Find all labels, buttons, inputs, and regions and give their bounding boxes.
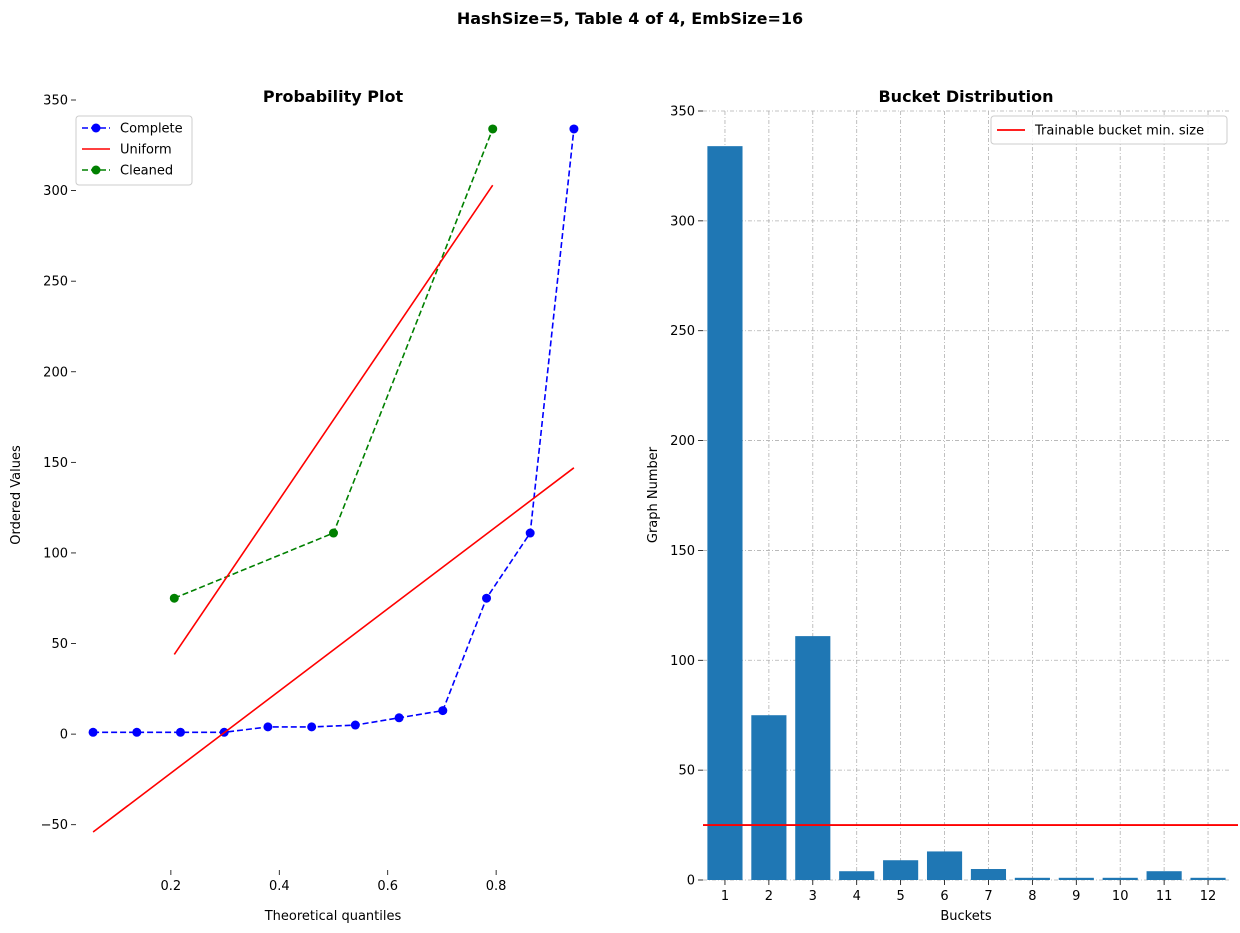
x-tick-label: 1 [721,889,729,904]
probability-plot-series [88,124,579,833]
complete-0-point [394,713,404,723]
cleaned-2-point [488,124,498,134]
x-tick-label: 0.6 [377,879,398,894]
probability-plot-x-axis: 0.2 0.4 0.6 0.8 [161,870,507,894]
y-tick-label: 100 [43,546,68,561]
y-tick-label: 0 [687,874,695,889]
bar-bucket-7 [970,869,1007,880]
x-tick-label: 0.4 [269,879,290,894]
complete-0-point [175,727,185,737]
complete-0-point [350,720,360,730]
bar-bucket-1 [707,146,743,880]
complete-0-point [88,727,98,737]
y-tick-label: 100 [670,654,695,669]
x-tick-label: 6 [940,889,948,904]
bucket-distribution-xlabel: Buckets [940,909,991,924]
legend-frame [75,115,193,186]
y-tick-label: 250 [670,324,695,339]
complete-0-point [263,722,273,732]
bar-bucket-5 [883,860,919,880]
y-tick-label: −50 [41,818,68,833]
bucket-distribution-ylabel: Graph Number [646,446,661,543]
cleaned-2-point [169,593,179,603]
probability-plot-y-axis: −50 0 50 100 150 200 250 300 350 [41,94,76,833]
bar-bucket-10 [1102,877,1138,880]
y-tick-label: 50 [678,764,695,779]
x-tick-label: 12 [1200,889,1217,904]
y-tick-label: 300 [670,214,695,229]
bar-bucket-9 [1058,877,1094,880]
complete-0-point [438,706,448,716]
x-tick-label: 10 [1112,889,1129,904]
y-tick-label: 200 [43,365,68,380]
y-tick-label: 200 [670,434,695,449]
y-tick-label: 150 [43,456,68,471]
complete-0-point [525,528,535,538]
bucket-distribution-plot: Bucket Distribution Buckets Graph Number… [646,87,1238,924]
complete-0-point [482,593,492,603]
bar-bucket-3 [795,636,831,880]
cleaned-2-point [329,528,338,538]
bar-bucket-4 [839,871,875,880]
bucket-distribution-title: Bucket Distribution [878,87,1053,106]
legend-frame [990,115,1228,145]
y-tick-label: 350 [670,105,695,120]
bucket-distribution-y-axis: 0 50 100 150 200 250 300 350 [670,105,703,889]
bar-bucket-2 [751,715,787,880]
bar-bucket-8 [1014,877,1050,880]
x-tick-label: 3 [809,889,817,904]
x-tick-label: 7 [984,889,992,904]
probability-plot-xlabel: Theoretical quantiles [264,909,402,924]
x-tick-label: 8 [1028,889,1036,904]
legend-label-uniform: Uniform [120,143,172,158]
probability-plot-legend: Complete Uniform Cleaned [75,115,193,186]
legend-label-complete: Complete [120,122,183,137]
probability-plot-ylabel: Ordered Values [9,445,24,545]
x-tick-label: 0.2 [161,879,182,894]
probability-plot: Probability Plot Theoretical quantiles O… [9,87,579,924]
uniform-1-line [92,467,575,833]
y-tick-label: 350 [43,94,68,109]
bar-bucket-12 [1190,877,1226,880]
y-tick-label: 300 [43,184,68,199]
complete-0-point [569,124,579,134]
bar-bucket-11 [1146,871,1182,880]
bar-bucket-6 [926,851,963,880]
x-tick-label: 4 [853,889,861,904]
x-tick-label: 5 [896,889,904,904]
fit-3-line [173,184,494,655]
figure-suptitle: HashSize=5, Table 4 of 4, EmbSize=16 [457,9,803,28]
cleaned-2-line [173,128,494,599]
legend-label-threshold: Trainable bucket min. size [1034,124,1204,139]
y-tick-label: 150 [670,544,695,559]
complete-0-point [132,727,142,737]
legend-label-cleaned: Cleaned [120,164,173,179]
legend-marker-cleaned [91,165,101,175]
y-tick-label: 0 [60,728,68,743]
bucket-distribution-bars [707,146,1226,880]
legend-marker-complete [91,123,101,133]
bucket-distribution-legend: Trainable bucket min. size [990,115,1228,145]
x-tick-label: 9 [1072,889,1080,904]
complete-0-point [307,722,317,732]
complete-0-line [93,128,575,734]
x-tick-label: 2 [765,889,773,904]
x-tick-label: 0.8 [486,879,507,894]
x-tick-label: 11 [1156,889,1173,904]
bucket-distribution-x-axis: 1 2 3 4 5 6 7 8 9 10 11 12 [721,880,1216,904]
probability-plot-title: Probability Plot [263,87,404,106]
y-tick-label: 50 [51,637,68,652]
y-tick-label: 250 [43,275,68,290]
